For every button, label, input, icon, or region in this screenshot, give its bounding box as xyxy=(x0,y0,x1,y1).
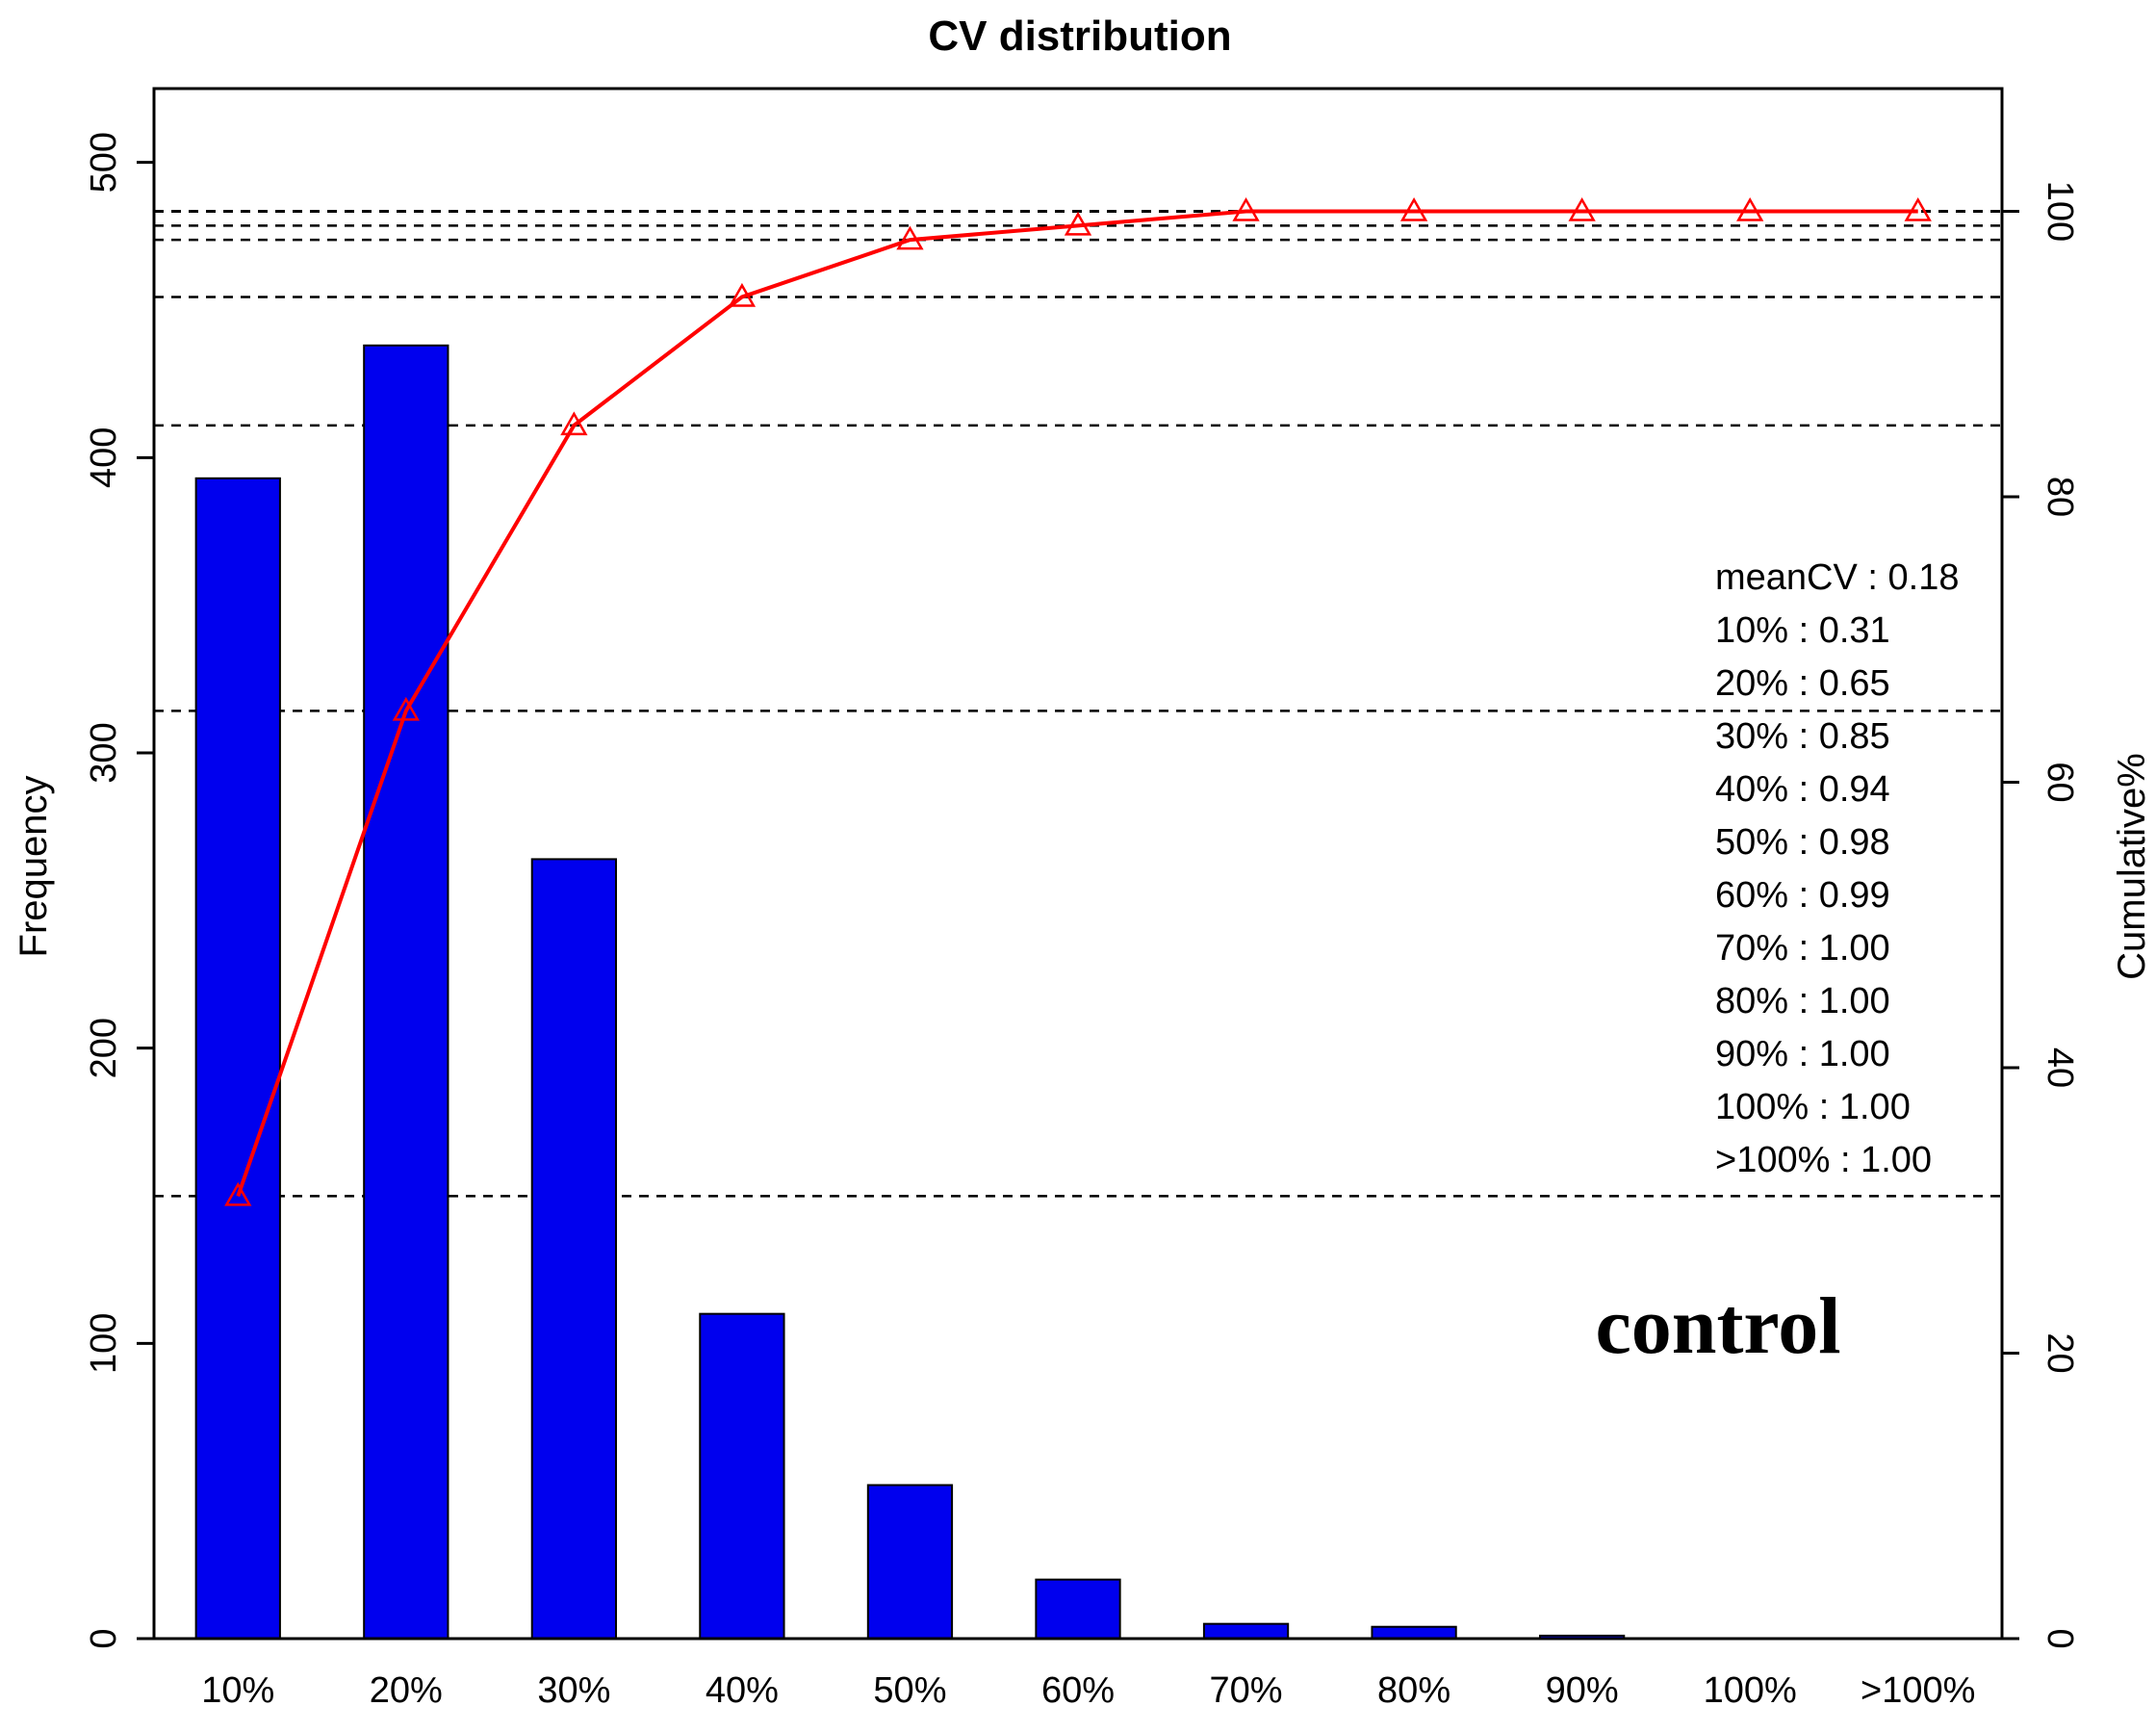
bar-8 xyxy=(1371,1625,1457,1640)
x-axis: 10% 20% 30% 40% 50% 60% 70% 80% 90% 100% >100% xyxy=(201,1670,1975,1711)
x-tick-label: 100% xyxy=(1704,1670,1797,1711)
x-tick-label: 90% xyxy=(1546,1670,1619,1711)
x-tick-label: 40% xyxy=(706,1670,779,1711)
legend-entry: 20% : 0.65 xyxy=(1715,663,1890,704)
legend-entry: 70% : 1.00 xyxy=(1715,928,1890,969)
legend-entry: 90% : 1.00 xyxy=(1715,1034,1890,1074)
chart-title: CV distribution xyxy=(928,13,1231,60)
x-tick-label: 70% xyxy=(1210,1670,1283,1711)
left-tick-label: 500 xyxy=(84,132,124,193)
control-annotation: control xyxy=(1595,1281,1840,1371)
right-tick-label: 100 xyxy=(2040,181,2080,242)
x-tick-label: 60% xyxy=(1041,1670,1115,1711)
x-tick-label: 10% xyxy=(201,1670,274,1711)
bar-1 xyxy=(194,477,281,1640)
x-tick-label: 20% xyxy=(370,1670,443,1711)
left-tick-label: 200 xyxy=(84,1018,124,1078)
right-tick-label: 20 xyxy=(2040,1332,2080,1373)
bar-4 xyxy=(699,1312,785,1640)
right-tick-label: 40 xyxy=(2040,1047,2080,1088)
right-y-axis: 0 20 40 60 80 100 xyxy=(2002,181,2080,1649)
legend-entry: 100% : 1.00 xyxy=(1715,1087,1911,1127)
x-tick-label: 50% xyxy=(873,1670,946,1711)
left-tick-label: 300 xyxy=(84,722,124,783)
legend-entry: 60% : 0.99 xyxy=(1715,875,1890,916)
right-tick-label: 0 xyxy=(2040,1628,2080,1648)
y2-axis-label: Cumulative% xyxy=(2111,753,2153,980)
plot-frame xyxy=(152,87,2004,1641)
cumulative-point-5 xyxy=(896,225,924,250)
cumulative-point-10 xyxy=(1736,196,1764,221)
bar-2 xyxy=(363,344,449,1640)
cumulative-line-series xyxy=(224,196,1932,1206)
cumulative-point-1 xyxy=(224,1181,252,1206)
cumulative-point-11 xyxy=(1904,196,1932,221)
legend-entry: >100% : 1.00 xyxy=(1715,1140,1932,1180)
cumulative-point-6 xyxy=(1064,211,1092,236)
cumulative-point-4 xyxy=(728,282,757,307)
legend: meanCV : 0.18 10% : 0.31 20% : 0.65 30% : 0… xyxy=(1715,557,1959,1180)
legend-entry: 50% : 0.98 xyxy=(1715,822,1890,863)
legend-entry: 80% : 1.00 xyxy=(1715,981,1890,1021)
x-tick-label: >100% xyxy=(1861,1670,1975,1711)
bar-3 xyxy=(530,858,618,1640)
bar-series xyxy=(194,344,1626,1641)
bar-5 xyxy=(866,1484,954,1640)
cumulative-line xyxy=(236,209,1918,1198)
legend-entry: meanCV : 0.18 xyxy=(1715,557,1959,598)
left-tick-label: 400 xyxy=(84,427,124,488)
x-tick-label: 80% xyxy=(1377,1670,1450,1711)
left-y-axis: 0 100 200 300 400 500 xyxy=(84,132,154,1649)
right-tick-label: 60 xyxy=(2040,762,2080,802)
cumulative-point-7 xyxy=(1232,196,1260,221)
bar-6 xyxy=(1035,1578,1121,1640)
right-tick-label: 80 xyxy=(2040,477,2080,517)
left-tick-label: 0 xyxy=(84,1628,124,1648)
cumulative-point-9 xyxy=(1568,196,1596,221)
legend-entry: 10% : 0.31 xyxy=(1715,610,1890,651)
cumulative-point-8 xyxy=(1399,196,1428,221)
x-tick-label: 30% xyxy=(537,1670,610,1711)
legend-entry: 30% : 0.85 xyxy=(1715,716,1890,757)
legend-entry: 40% : 0.94 xyxy=(1715,769,1890,810)
bar-7 xyxy=(1202,1622,1290,1640)
cumulative-point-3 xyxy=(560,411,588,436)
y-axis-label: Frequency xyxy=(13,776,55,958)
left-tick-label: 100 xyxy=(84,1313,124,1374)
cumulative-point-2 xyxy=(392,696,420,721)
